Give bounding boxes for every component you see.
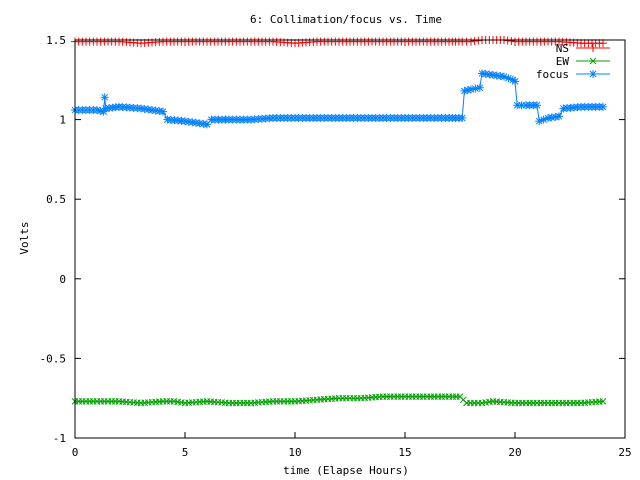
data-point: [533, 101, 541, 110]
legend-item-ew: EW: [556, 55, 610, 68]
data-point: [458, 114, 467, 123]
series-ns: [71, 36, 607, 48]
data-point: [555, 112, 563, 121]
data-point: [474, 36, 483, 45]
y-tick-label: -1: [53, 432, 66, 445]
x-tick-label: 20: [508, 446, 521, 459]
data-point: [159, 107, 167, 116]
data-point: [599, 102, 607, 111]
x-tick-label: 25: [618, 446, 631, 459]
legend-label: focus: [536, 68, 569, 81]
x-tick-label: 5: [182, 446, 189, 459]
x-tick-label: 10: [288, 446, 301, 459]
x-axis-label: time (Elapse Hours): [283, 464, 409, 477]
data-point: [589, 70, 597, 78]
x-tick-label: 0: [72, 446, 79, 459]
y-tick-label: 1: [59, 114, 66, 127]
y-axis-label: Volts: [18, 221, 31, 254]
legend-label: NS: [556, 42, 569, 55]
y-tick-label: -0.5: [40, 352, 67, 365]
data-point: [470, 37, 479, 46]
data-point: [507, 37, 516, 46]
data-point: [599, 39, 607, 48]
series-layer: [71, 36, 607, 407]
y-tick-label: 1.5: [46, 34, 66, 47]
data-point: [599, 398, 607, 405]
data-point: [589, 57, 597, 65]
legend-item-focus: focus: [536, 68, 610, 81]
data-point: [467, 37, 475, 46]
axis-ticks: 0 5 10 15 20 25 -1 -0.5 0 0.5 1 1.5: [40, 34, 632, 459]
data-point: [511, 77, 519, 86]
data-point: [503, 36, 512, 45]
chart-title: 6: Collimation/focus vs. Time: [250, 13, 442, 26]
y-tick-label: 0.5: [46, 193, 66, 206]
y-tick-label: 0: [59, 273, 66, 286]
series-focus: [71, 69, 607, 129]
data-point: [589, 44, 597, 52]
legend-label: EW: [556, 55, 570, 68]
plot-frame: [74, 39, 626, 439]
data-point: [475, 83, 484, 92]
legend-item-ns: NS: [556, 42, 610, 55]
data-point: [100, 93, 109, 102]
series-ew: [71, 393, 607, 407]
x-tick-label: 15: [398, 446, 411, 459]
